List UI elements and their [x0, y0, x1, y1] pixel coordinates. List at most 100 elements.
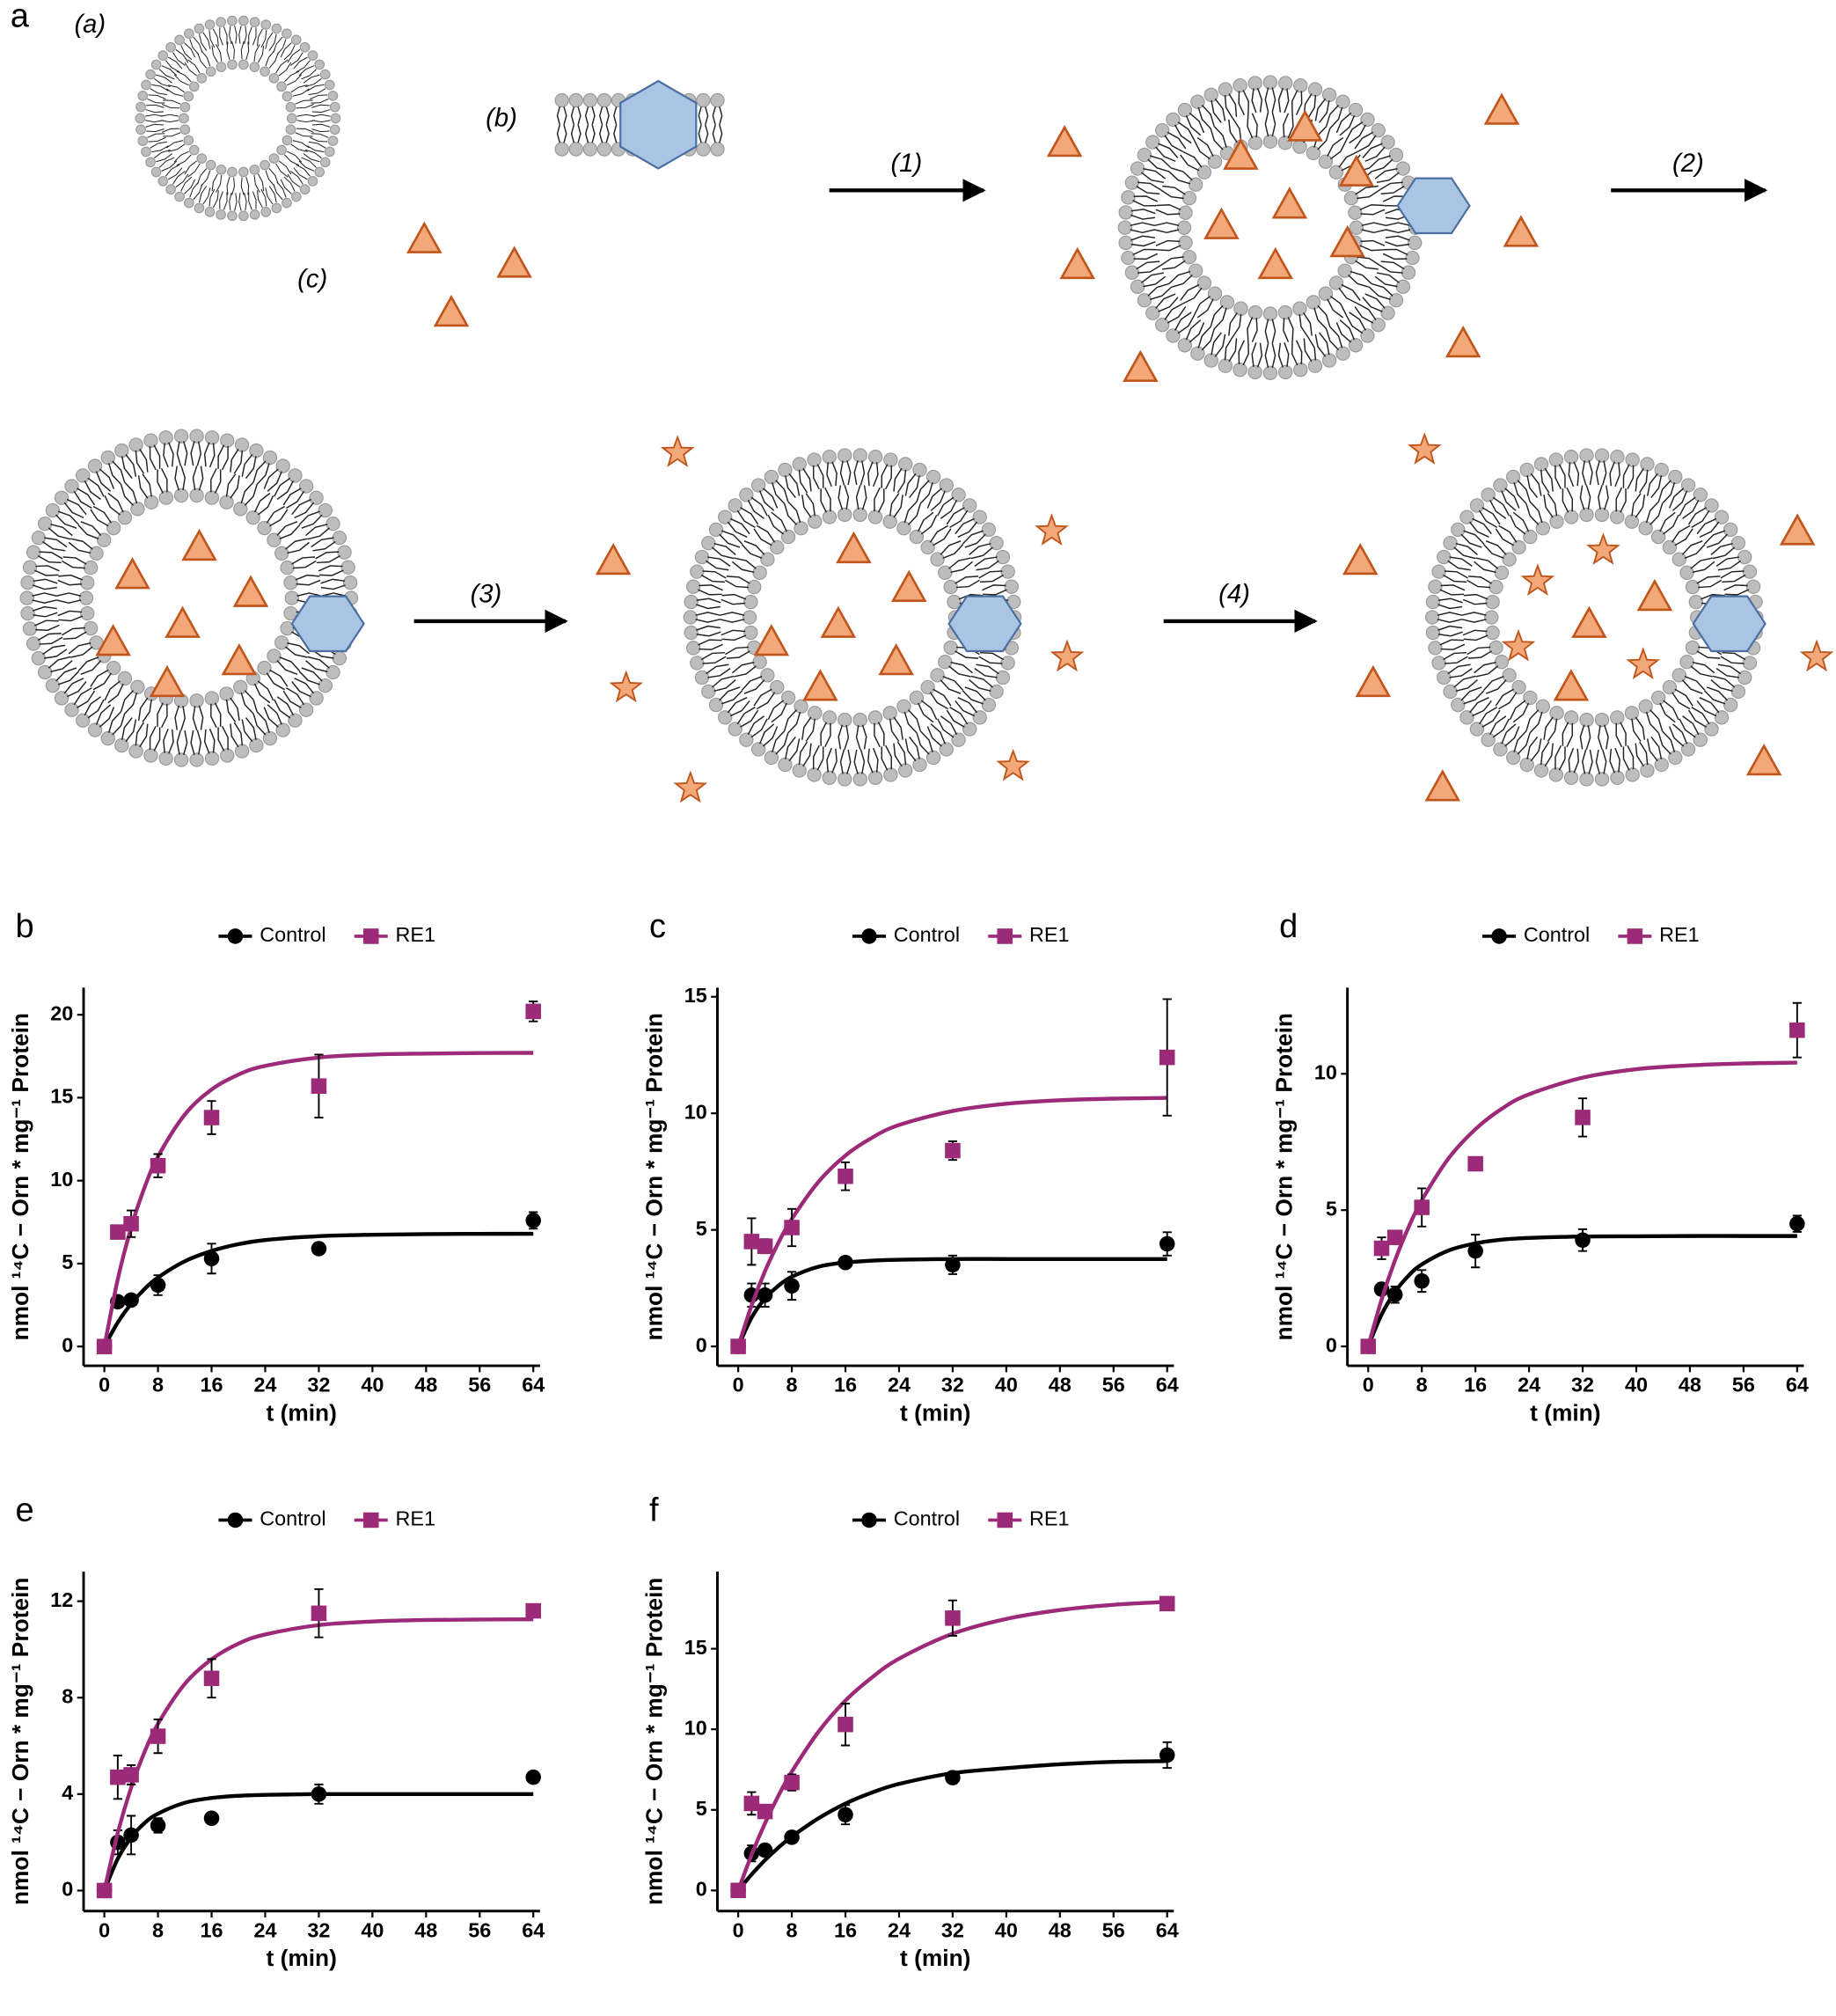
lipid-head	[280, 560, 295, 575]
lipid-head	[780, 529, 796, 545]
lipid-head	[867, 770, 883, 785]
lipid-head	[1579, 448, 1594, 463]
lipid-head	[145, 69, 156, 80]
substrate	[1571, 605, 1607, 638]
lipid-head	[1307, 358, 1323, 373]
panel-label: d	[1279, 908, 1298, 945]
x-axis-title: t (min)	[267, 1400, 337, 1426]
lipid-head	[337, 545, 352, 560]
x-tick-label: 64	[1156, 1918, 1179, 1941]
lipid-head	[64, 702, 79, 717]
lipid-head	[1428, 641, 1443, 656]
data-point	[1467, 1243, 1483, 1259]
lipid-head	[309, 490, 324, 505]
lipid-head	[1196, 165, 1212, 180]
lipid-head	[260, 66, 270, 77]
lipid-head	[962, 498, 977, 513]
lipid-head	[285, 124, 296, 136]
lipid-head	[299, 184, 311, 195]
lipid-head	[739, 732, 754, 747]
data-point	[1467, 1155, 1483, 1172]
lipid-head	[130, 502, 145, 517]
x-tick-label: 56	[1732, 1374, 1755, 1397]
product	[1586, 532, 1620, 565]
substrate	[433, 294, 470, 327]
substrate	[1329, 224, 1365, 258]
lipid-head	[117, 671, 133, 686]
lipid-head	[750, 742, 766, 757]
y-tick-label: 5	[62, 1250, 73, 1273]
y-tick-label: 0	[696, 1877, 707, 1900]
data-point	[838, 1254, 853, 1271]
substrate	[753, 624, 790, 656]
data-point	[730, 1338, 746, 1354]
data-point	[784, 1220, 800, 1235]
lipid-head	[1671, 552, 1687, 567]
lipid-head	[80, 575, 95, 590]
data-point	[945, 1770, 961, 1785]
x-tick-label: 48	[1049, 1918, 1072, 1941]
lipid-tails	[160, 40, 316, 196]
lipid-head	[1278, 364, 1293, 380]
lipid-head	[947, 594, 962, 610]
x-tick-label: 40	[361, 1374, 384, 1397]
lipid-head	[205, 66, 216, 77]
lipid-head	[568, 92, 583, 108]
lipid-head	[100, 730, 115, 746]
lipid-head	[1425, 625, 1441, 641]
y-tick-label: 15	[684, 1636, 707, 1659]
lipid-head	[245, 509, 260, 525]
lipid-head	[157, 176, 169, 187]
lipid-head	[137, 136, 149, 146]
lipid-head	[282, 91, 293, 102]
lipid-head	[1178, 235, 1193, 250]
lipid-head	[1307, 82, 1323, 97]
substrate	[95, 624, 131, 656]
lipid-head	[54, 691, 69, 706]
lipid-head	[1218, 82, 1233, 97]
lipid-head	[1594, 507, 1610, 523]
data-point	[525, 1602, 541, 1619]
diagram-label: (c)	[297, 265, 327, 293]
lipid-head	[1485, 594, 1500, 610]
data-point	[525, 1769, 541, 1785]
x-axis-title: t (min)	[900, 1400, 970, 1426]
lipid-head	[1469, 498, 1485, 513]
x-tick-label: 32	[307, 1918, 330, 1941]
lipid-head	[582, 92, 598, 108]
lipid-head	[342, 575, 358, 590]
x-tick-label: 48	[1049, 1374, 1072, 1397]
x-tick-label: 0	[1363, 1374, 1374, 1397]
lipid-head	[189, 693, 204, 708]
lipid-head	[1730, 535, 1746, 551]
substrate	[1203, 207, 1240, 239]
y-tick-label: 15	[50, 1085, 73, 1108]
lipid-head	[867, 509, 883, 524]
lipid-head	[260, 159, 270, 171]
lipid-head	[26, 545, 41, 560]
lipid-head	[83, 560, 99, 575]
lipid-head	[596, 92, 612, 108]
lipid-head	[1124, 265, 1140, 280]
lipid-head	[158, 490, 174, 505]
lipid-head	[1745, 579, 1761, 594]
lipid-head	[1166, 112, 1181, 128]
lipid-head	[1714, 710, 1730, 725]
lipid-head	[939, 478, 954, 493]
lipid-head	[951, 732, 966, 747]
lipid-head	[106, 660, 121, 676]
substrate	[1503, 215, 1540, 247]
lipid-head	[1137, 147, 1152, 163]
x-tick-label: 0	[99, 1374, 110, 1397]
substrate	[1046, 124, 1083, 158]
lipid-head	[216, 62, 227, 72]
substrate	[1338, 154, 1375, 187]
lipid-head	[1688, 594, 1704, 610]
lipid-head	[324, 146, 335, 158]
lipid-head	[216, 164, 227, 175]
lipid-head	[196, 153, 208, 164]
lipid-head	[852, 772, 867, 787]
fit-curve	[736, 1600, 1167, 1892]
lipid-head	[249, 17, 260, 27]
